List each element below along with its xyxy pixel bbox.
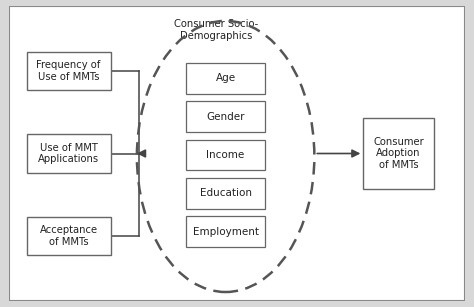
Text: Employment: Employment: [192, 227, 259, 237]
Text: Consumer
Adoption
of MMTs: Consumer Adoption of MMTs: [373, 137, 424, 170]
FancyBboxPatch shape: [186, 63, 265, 94]
FancyBboxPatch shape: [186, 216, 265, 247]
Text: Education: Education: [200, 188, 252, 198]
FancyBboxPatch shape: [186, 178, 265, 209]
FancyBboxPatch shape: [27, 134, 111, 173]
FancyBboxPatch shape: [186, 101, 265, 132]
Text: Acceptance
of MMTs: Acceptance of MMTs: [39, 225, 98, 247]
Text: Use of MMT
Applications: Use of MMT Applications: [38, 143, 99, 164]
FancyBboxPatch shape: [27, 217, 111, 255]
FancyBboxPatch shape: [9, 6, 465, 301]
Text: Income: Income: [207, 150, 245, 160]
Text: Age: Age: [216, 73, 236, 83]
FancyBboxPatch shape: [27, 52, 111, 90]
Text: Gender: Gender: [206, 112, 245, 122]
FancyBboxPatch shape: [186, 139, 265, 170]
FancyBboxPatch shape: [363, 118, 434, 189]
Text: Consumer Socio-
Demographics: Consumer Socio- Demographics: [174, 19, 259, 41]
Text: Frequency of
Use of MMTs: Frequency of Use of MMTs: [36, 60, 101, 82]
